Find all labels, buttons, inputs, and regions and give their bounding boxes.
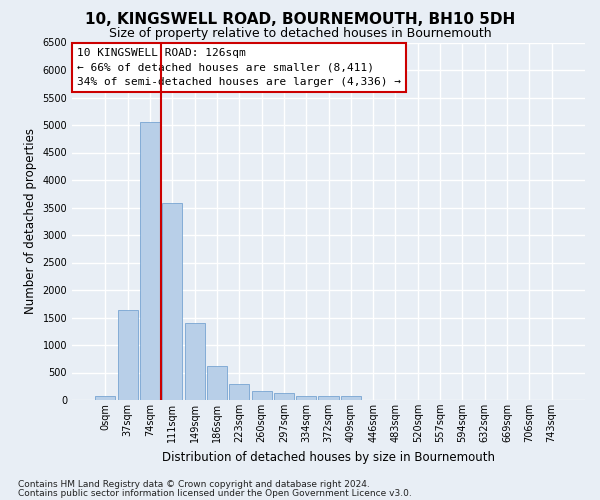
Bar — [162, 203, 182, 400]
Bar — [251, 392, 272, 400]
Y-axis label: Number of detached properties: Number of detached properties — [24, 128, 37, 314]
Text: Contains HM Land Registry data © Crown copyright and database right 2024.: Contains HM Land Registry data © Crown c… — [18, 480, 370, 489]
Bar — [207, 366, 227, 400]
Bar — [185, 323, 205, 400]
Bar — [341, 396, 361, 400]
Bar — [118, 310, 138, 400]
Bar — [95, 396, 115, 400]
Text: Size of property relative to detached houses in Bournemouth: Size of property relative to detached ho… — [109, 28, 491, 40]
Bar — [319, 396, 338, 400]
Bar — [296, 396, 316, 400]
X-axis label: Distribution of detached houses by size in Bournemouth: Distribution of detached houses by size … — [162, 450, 495, 464]
Text: Contains public sector information licensed under the Open Government Licence v3: Contains public sector information licen… — [18, 489, 412, 498]
Text: 10, KINGSWELL ROAD, BOURNEMOUTH, BH10 5DH: 10, KINGSWELL ROAD, BOURNEMOUTH, BH10 5D… — [85, 12, 515, 26]
Bar — [140, 122, 160, 400]
Bar — [229, 384, 249, 400]
Text: 10 KINGSWELL ROAD: 126sqm
← 66% of detached houses are smaller (8,411)
34% of se: 10 KINGSWELL ROAD: 126sqm ← 66% of detac… — [77, 48, 401, 88]
Bar — [274, 394, 294, 400]
